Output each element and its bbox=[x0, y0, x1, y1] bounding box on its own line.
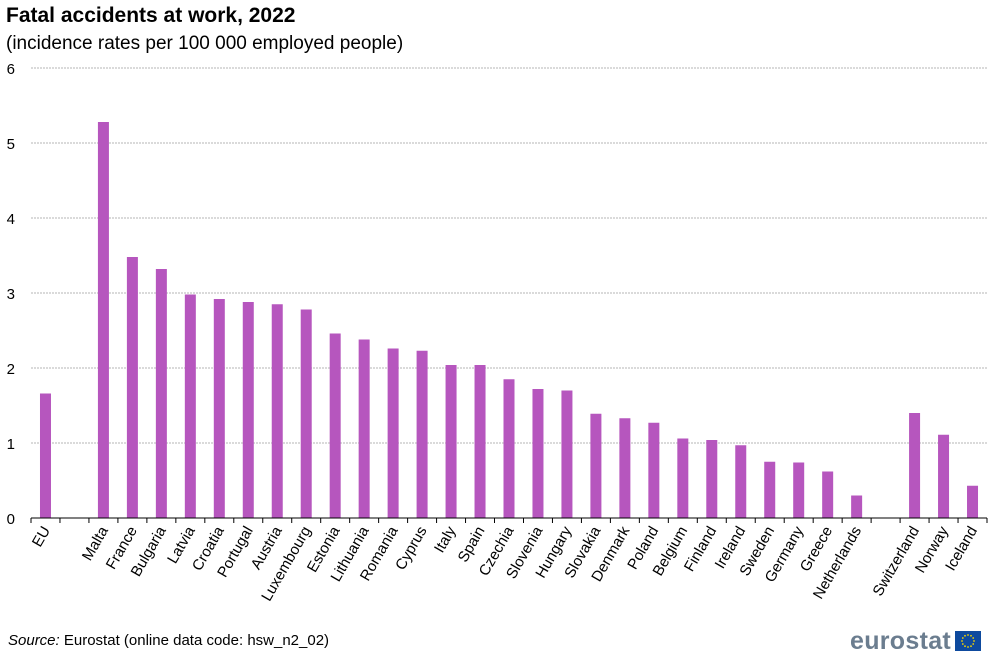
bar bbox=[938, 434, 950, 518]
bar bbox=[706, 440, 718, 518]
chart-subtitle: (incidence rates per 100 000 employed pe… bbox=[6, 33, 404, 54]
flag-star bbox=[970, 645, 972, 648]
bar bbox=[793, 462, 805, 518]
y-tick-label: 2 bbox=[7, 361, 15, 378]
bar bbox=[300, 309, 312, 518]
flag-star bbox=[964, 634, 966, 637]
bar bbox=[329, 333, 341, 518]
bar bbox=[648, 422, 660, 518]
source-text: Eurostat (online data code: hsw_n2_02) bbox=[59, 632, 330, 649]
y-tick-label: 1 bbox=[7, 436, 15, 453]
bar bbox=[677, 438, 689, 518]
bar bbox=[213, 299, 225, 518]
flag-star bbox=[961, 643, 964, 645]
flag-star bbox=[973, 640, 975, 642]
flag-star bbox=[961, 640, 963, 642]
bar bbox=[822, 471, 834, 518]
bar bbox=[358, 339, 370, 518]
bar bbox=[532, 389, 544, 518]
flag-star bbox=[970, 634, 972, 637]
flag-star bbox=[972, 637, 975, 639]
bar bbox=[590, 413, 602, 518]
bar bbox=[155, 269, 167, 518]
bar bbox=[909, 413, 921, 518]
flag-star bbox=[972, 643, 975, 645]
bar bbox=[851, 495, 863, 518]
bar bbox=[967, 485, 979, 518]
bar bbox=[735, 445, 747, 518]
flag-star bbox=[961, 637, 964, 639]
flag-star bbox=[964, 645, 966, 648]
source-note: Source: Eurostat (online data code: hsw_… bbox=[8, 632, 329, 649]
bar bbox=[39, 393, 51, 518]
x-tick-label: EU bbox=[29, 524, 54, 551]
chart-title: Fatal accidents at work, 2022 bbox=[6, 4, 296, 27]
source-label: Source: bbox=[8, 632, 60, 649]
flag-star bbox=[967, 646, 969, 648]
bar bbox=[503, 379, 515, 518]
logo-wordmark: eurostat bbox=[850, 627, 952, 655]
bar bbox=[416, 350, 428, 518]
y-tick-label: 6 bbox=[7, 61, 15, 78]
y-tick-label: 0 bbox=[7, 511, 15, 528]
bar bbox=[184, 294, 196, 518]
bar bbox=[619, 418, 631, 518]
y-tick-label: 3 bbox=[7, 286, 15, 303]
eu-flag-icon bbox=[955, 631, 982, 651]
bar bbox=[764, 461, 776, 518]
bar bbox=[271, 304, 283, 518]
bar bbox=[387, 348, 399, 518]
bar bbox=[445, 365, 457, 518]
y-tick-label: 4 bbox=[7, 211, 15, 228]
bar bbox=[97, 122, 109, 518]
y-tick-label: 5 bbox=[7, 136, 15, 153]
x-tick-label: Italy bbox=[431, 523, 460, 556]
bar bbox=[561, 390, 573, 518]
bar bbox=[242, 302, 254, 518]
bar bbox=[126, 257, 138, 518]
flag-background bbox=[955, 631, 982, 651]
flag-star bbox=[967, 634, 969, 636]
bar bbox=[474, 365, 486, 518]
eurostat-logo: eurostat bbox=[850, 627, 982, 655]
